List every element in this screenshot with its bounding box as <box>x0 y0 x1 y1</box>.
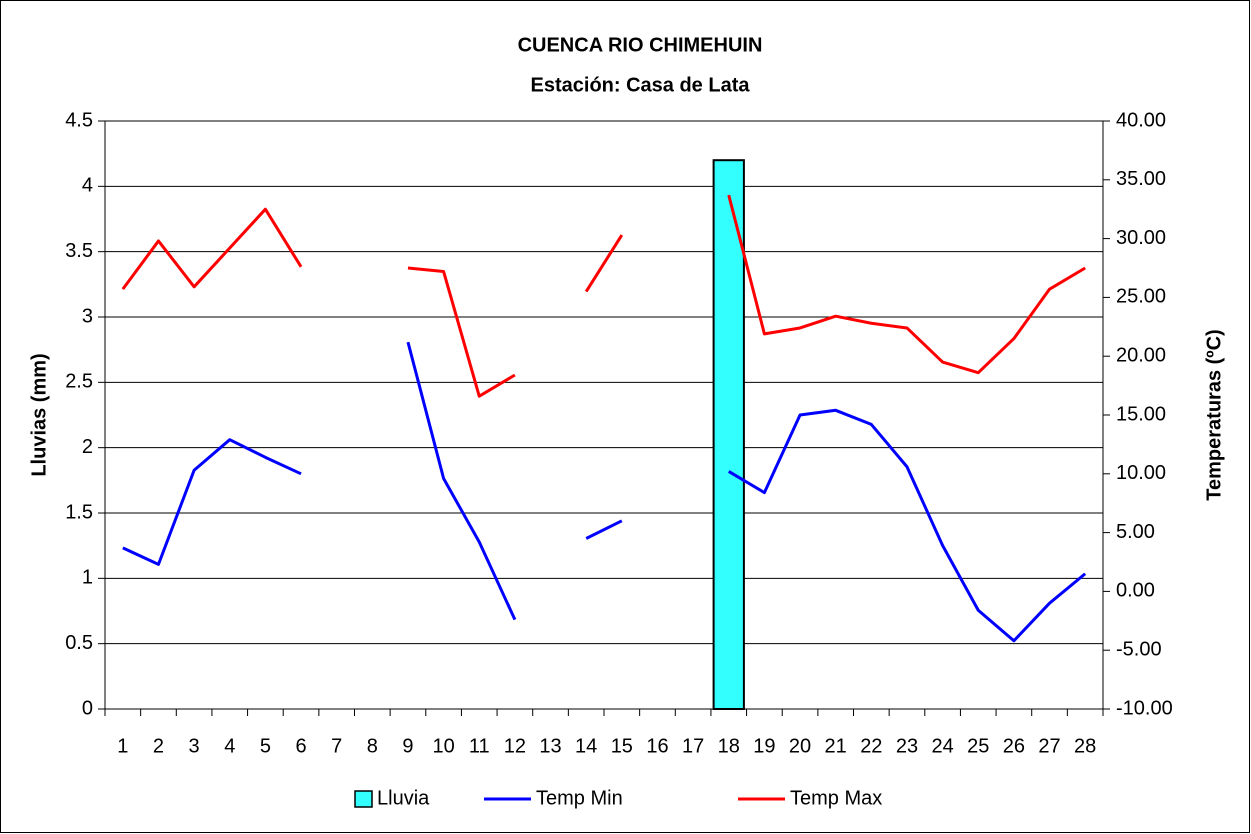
y-tick-label: 0 <box>82 697 93 719</box>
x-tick-label: 22 <box>860 735 882 757</box>
y2-tick-label: 5.00 <box>1116 521 1155 543</box>
y2-tick-label: 25.00 <box>1116 286 1166 308</box>
x-tick-label: 19 <box>753 735 775 757</box>
y2-tick-label: 40.00 <box>1116 109 1166 131</box>
chart-subtitle: Estación: Casa de Lata <box>531 74 751 96</box>
y-tick-label: 1.5 <box>65 501 93 523</box>
x-tick-label: 12 <box>504 735 526 757</box>
x-tick-label: 2 <box>153 735 164 757</box>
x-tick-label: 14 <box>575 735 597 757</box>
x-tick-label: 9 <box>402 735 413 757</box>
x-tick-label: 13 <box>539 735 561 757</box>
x-tick-label: 23 <box>896 735 918 757</box>
x-tick-label: 27 <box>1038 735 1060 757</box>
x-tick-label: 3 <box>189 735 200 757</box>
legend-label: Temp Max <box>790 787 882 809</box>
y-tick-label: 3.5 <box>65 240 93 262</box>
y2-tick-label: 30.00 <box>1116 227 1166 249</box>
y2-tick-label: 15.00 <box>1116 403 1166 425</box>
chart-title: CUENCA RIO CHIMEHUIN <box>518 34 763 56</box>
x-tick-label: 18 <box>718 735 740 757</box>
y-axis-title: Lluvias (mm) <box>28 353 50 476</box>
y-tick-label: 3 <box>82 305 93 327</box>
bar <box>712 159 745 710</box>
line <box>121 194 1086 398</box>
legend-label: Temp Min <box>536 787 623 809</box>
y2-axis-title: Temperaturas (ºC) <box>1203 329 1225 500</box>
x-tick-label: 5 <box>260 735 271 757</box>
x-tick-label: 10 <box>432 735 454 757</box>
x-tick-label: 21 <box>825 735 847 757</box>
y-tick-label: 1 <box>82 567 93 589</box>
x-tick-label: 20 <box>789 735 811 757</box>
y-tick-label: 4 <box>82 175 93 197</box>
y2-tick-label: -10.00 <box>1116 697 1173 719</box>
y-tick-label: 2.5 <box>65 371 93 393</box>
line <box>122 341 1087 643</box>
y-tick-label: 0.5 <box>65 632 93 654</box>
y2-tick-label: 20.00 <box>1116 344 1166 366</box>
y2-tick-label: 10.00 <box>1116 462 1166 484</box>
x-tick-label: 15 <box>611 735 633 757</box>
x-tick-label: 24 <box>931 735 953 757</box>
y2-tick-label: 35.00 <box>1116 168 1166 190</box>
x-tick-label: 11 <box>469 735 490 757</box>
legend-label: Lluvia <box>377 787 430 809</box>
y-tick-label: 2 <box>82 436 93 458</box>
x-tick-label: 16 <box>646 735 668 757</box>
x-tick-label: 17 <box>682 735 704 757</box>
x-tick-label: 28 <box>1074 735 1096 757</box>
y2-tick-label: -5.00 <box>1116 638 1162 660</box>
x-tick-label: 1 <box>117 735 128 757</box>
x-tick-label: 7 <box>331 735 342 757</box>
x-tick-label: 25 <box>967 735 989 757</box>
legend-swatch <box>354 790 373 808</box>
x-tick-label: 8 <box>367 735 378 757</box>
x-tick-label: 26 <box>1003 735 1025 757</box>
y2-tick-label: 0.00 <box>1116 580 1155 602</box>
x-tick-label: 4 <box>224 735 235 757</box>
y-tick-label: 4.5 <box>65 109 93 131</box>
x-tick-label: 6 <box>295 735 306 757</box>
